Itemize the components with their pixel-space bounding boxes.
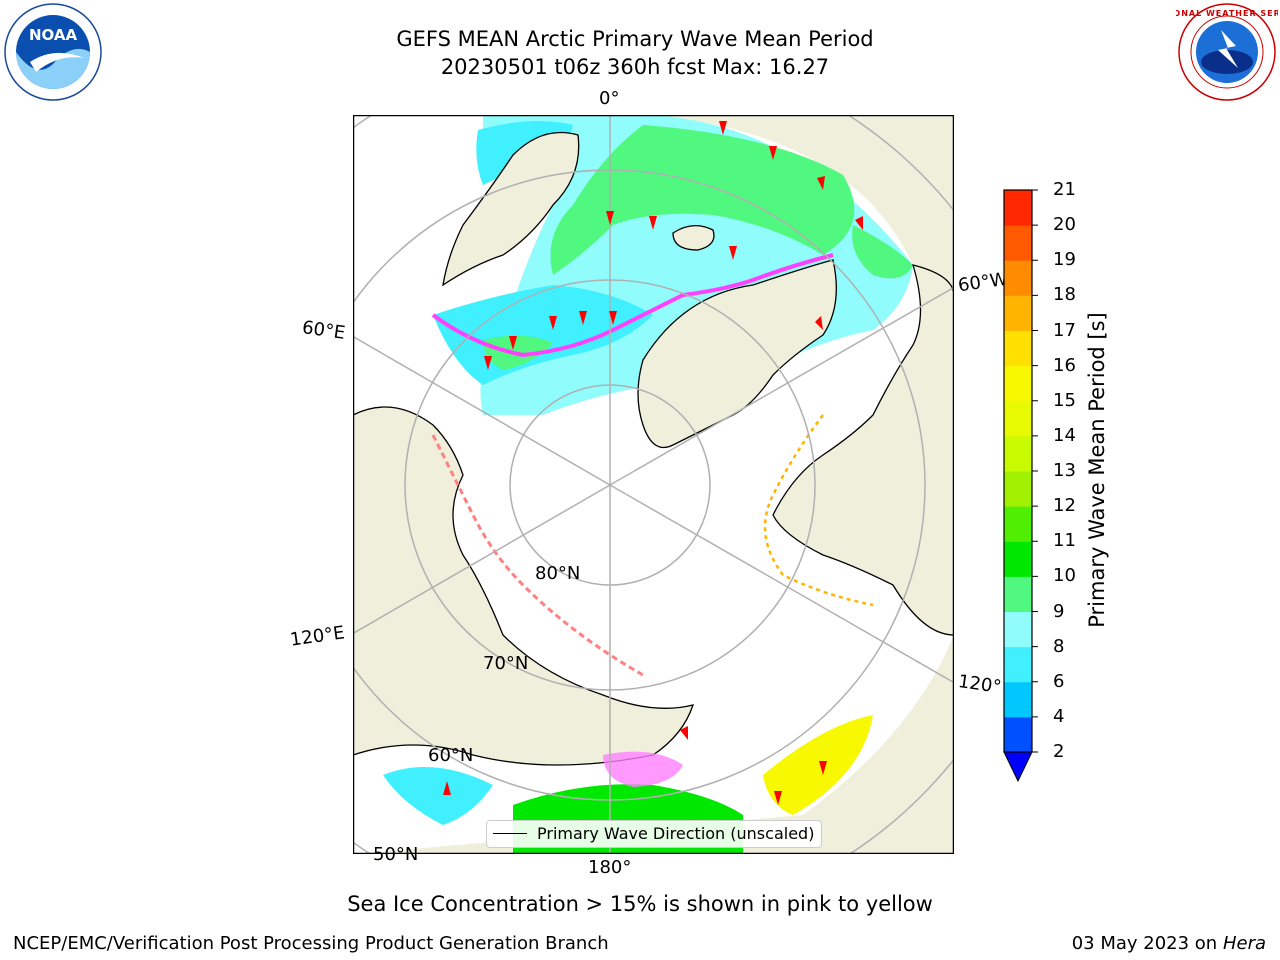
colorbar-tick-label: 14	[1053, 424, 1076, 446]
map-legend: Primary Wave Direction (unscaled)	[486, 820, 822, 848]
lat-label-80: 80°N	[535, 563, 581, 584]
colorbar	[1003, 189, 1038, 783]
colorbar-tick-label: 12	[1053, 495, 1076, 517]
colorbar-cell	[1004, 400, 1032, 437]
legend-label: Primary Wave Direction (unscaled)	[537, 824, 815, 843]
colorbar-tick-label: 18	[1053, 284, 1076, 306]
nws-logo: NATIONAL WEATHER SERVICE	[1176, 3, 1278, 101]
colorbar-tick-label: 21	[1053, 179, 1076, 200]
colorbar-cell	[1004, 471, 1032, 507]
map-frame	[353, 115, 954, 854]
sea-ice-note: Sea Ice Concentration > 15% is shown in …	[347, 892, 933, 916]
colorbar-tick-label: 10	[1053, 565, 1076, 587]
colorbar-cell	[1004, 225, 1032, 261]
colorbar-tick-label: 17	[1053, 319, 1076, 341]
sea-ice-edge	[431, 253, 834, 358]
colorbar-cell	[1004, 190, 1032, 226]
lat-label-60: 60°N	[428, 745, 474, 766]
chart-title: GEFS MEAN Arctic Primary Wave Mean Perio…	[396, 27, 874, 51]
wave-direction-arrows	[443, 121, 863, 805]
noaa-logo: NOAA	[4, 3, 102, 101]
colorbar-label: Primary Wave Mean Period [s]	[1085, 312, 1109, 628]
lat-label-70: 70°N	[483, 653, 529, 674]
chart-subtitle: 20230501 t06z 360h fcst Max: 16.27	[440, 55, 830, 79]
sea-ice-edge-3	[763, 414, 874, 607]
colorbar-cell	[1004, 295, 1032, 331]
scandinavia	[442, 131, 580, 287]
legend-line-swatch	[493, 833, 527, 834]
lat-label-50: 50°N	[373, 844, 419, 865]
wave-region-pacific-pink	[603, 751, 683, 787]
colorbar-tick-label: 15	[1053, 389, 1076, 411]
colorbar-underflow	[1003, 751, 1033, 783]
wave-region-atlantic-green	[550, 125, 855, 275]
noaa-logo-text: NOAA	[29, 26, 78, 44]
colorbar-cell	[1004, 506, 1032, 542]
colorbar-tick-label: 6	[1053, 670, 1065, 692]
colorbar-tick-label: 2	[1053, 741, 1065, 762]
north-america	[772, 264, 954, 636]
svg-text:NATIONAL WEATHER SERVICE: NATIONAL WEATHER SERVICE	[1176, 9, 1278, 18]
colorbar-cell	[1004, 541, 1032, 577]
footer-machine: Hera	[1222, 933, 1266, 954]
greenland	[637, 259, 837, 449]
colorbar-tick-label: 11	[1053, 530, 1076, 552]
footer-branch: NCEP/EMC/Verification Post Processing Pr…	[13, 933, 609, 954]
colorbar-tick-label: 4	[1053, 705, 1065, 727]
wave-region-pacific-yellow	[763, 715, 873, 815]
colorbar-tick-label: 9	[1053, 600, 1065, 622]
colorbar-cell	[1004, 576, 1032, 612]
colorbar-cell	[1004, 611, 1032, 648]
colorbar-cell	[1004, 435, 1032, 472]
colorbar-tick-label: 8	[1053, 635, 1065, 657]
meridians	[353, 115, 954, 854]
lon-label-0: 0°	[599, 88, 620, 109]
colorbar-tick-label: 19	[1053, 249, 1076, 271]
colorbar-cell	[1004, 365, 1032, 402]
wave-region-atlantic-green2	[852, 225, 913, 279]
colorbar-cell	[1004, 260, 1032, 296]
colorbar-cell	[1004, 716, 1032, 753]
colorbar-tick-label: 20	[1053, 214, 1076, 236]
colorbar-tick-label: 13	[1053, 460, 1076, 481]
lon-label-120e: 120°E	[288, 622, 346, 651]
colorbar-tick-label: 16	[1053, 354, 1076, 376]
sea-ice-edge-2	[431, 434, 644, 677]
colorbar-cell	[1004, 646, 1032, 683]
footer-date: 03 May 2023 on Hera	[1072, 933, 1266, 954]
wave-region-nw-pacific	[383, 767, 493, 825]
lon-label-180: 180°	[588, 857, 632, 878]
footer-date-text: 03 May 2023 on	[1071, 933, 1218, 954]
colorbar-cell	[1004, 330, 1032, 367]
lon-label-60e: 60°E	[300, 317, 347, 344]
polar-map	[353, 115, 954, 854]
colorbar-cell	[1004, 681, 1032, 718]
iceland	[672, 225, 715, 251]
